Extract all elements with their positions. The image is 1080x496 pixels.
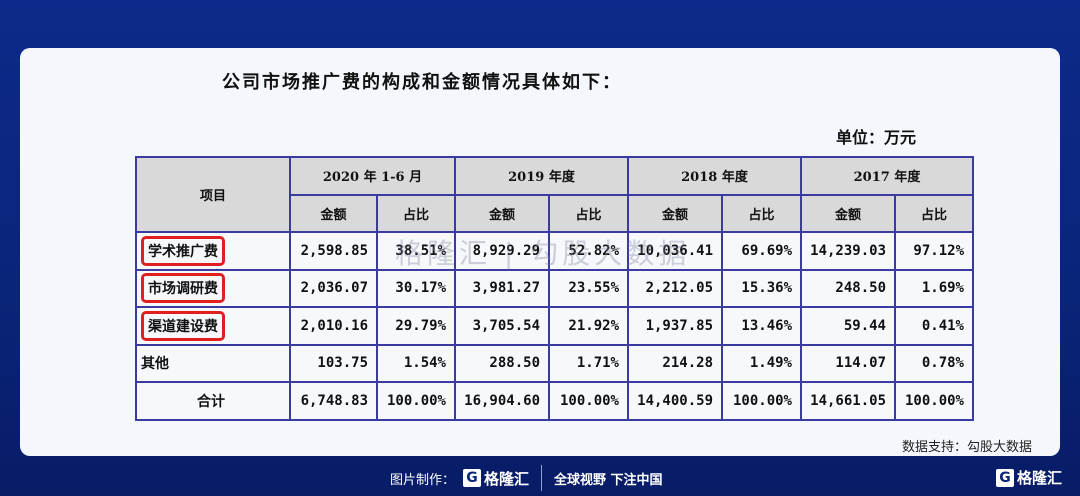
slogan: 全球视野 下注中国 bbox=[554, 472, 663, 488]
amount-cell: 59.44 bbox=[800, 306, 896, 346]
amount-cell: 2,212.05 bbox=[627, 268, 723, 308]
row-label: 渠道建设费 bbox=[135, 306, 291, 346]
amount-cell: 248.50 bbox=[800, 268, 896, 308]
ratio-cell: 100.00% bbox=[376, 381, 456, 421]
amount-header: 金额 bbox=[800, 193, 896, 233]
highlighted-label: 学术推广费 bbox=[141, 235, 225, 266]
highlighted-label: 市场调研费 bbox=[141, 273, 225, 304]
label-text: 合计 bbox=[197, 393, 225, 410]
data-source: 数据支持：勾股大数据 bbox=[902, 440, 1033, 455]
amount-cell: 16,904.60 bbox=[454, 381, 550, 421]
amount-cell: 103.75 bbox=[289, 343, 378, 383]
amount-header: 金额 bbox=[627, 193, 723, 233]
ratio-cell: 100.00% bbox=[721, 381, 802, 421]
ratio-cell: 38.51% bbox=[376, 231, 456, 271]
ratio-cell: 0.78% bbox=[894, 343, 974, 383]
ratio-cell: 1.71% bbox=[548, 343, 629, 383]
ratio-header: 占比 bbox=[376, 193, 456, 233]
page-title: 公司市场推广费的构成和金额情况具体如下： bbox=[222, 72, 622, 93]
row-label: 合计 bbox=[135, 381, 291, 421]
footer: 图片制作： G 格隆汇 全球视野 下注中国 bbox=[390, 465, 663, 491]
table-row: 其他 103.75 1.54% 288.50 1.71% 214.28 1.49% 114.0… bbox=[135, 343, 974, 383]
ratio-header: 占比 bbox=[721, 193, 802, 233]
period-header: 2017 年度 bbox=[800, 156, 974, 196]
period-header: 2020 年 1-6 月 bbox=[289, 156, 456, 196]
period-header: 2018 年度 bbox=[627, 156, 802, 196]
ratio-cell: 29.79% bbox=[376, 306, 456, 346]
ratio-cell: 21.92% bbox=[548, 306, 629, 346]
amount-cell: 2,598.85 bbox=[289, 231, 378, 271]
divider bbox=[541, 465, 543, 491]
ratio-cell: 97.12% bbox=[894, 231, 974, 271]
amount-cell: 1,937.85 bbox=[627, 306, 723, 346]
ratio-cell: 23.55% bbox=[548, 268, 629, 308]
table-row: 合计 6,748.83 100.00% 16,904.60 100.00% 14,400.… bbox=[135, 381, 974, 421]
amount-cell: 10,036.41 bbox=[627, 231, 723, 271]
brand-name: 格隆汇 bbox=[484, 469, 530, 488]
amount-cell: 114.07 bbox=[800, 343, 896, 383]
ratio-cell: 0.41% bbox=[894, 306, 974, 346]
ratio-cell: 30.17% bbox=[376, 268, 456, 308]
logo-icon: G bbox=[995, 468, 1014, 487]
period-header: 2019 年度 bbox=[454, 156, 629, 196]
amount-header: 金额 bbox=[454, 193, 550, 233]
ratio-cell: 1.49% bbox=[721, 343, 802, 383]
table-row: 学术推广费 2,598.85 38.51% 8,929.29 52.82% 10,036.… bbox=[135, 231, 974, 271]
marketing-expense-table: 项目 2020 年 1-6 月 2019 年度 2018 年度 2017 年度 … bbox=[135, 156, 974, 421]
row-label: 市场调研费 bbox=[135, 268, 291, 308]
ratio-cell: 52.82% bbox=[548, 231, 629, 271]
amount-cell: 14,661.05 bbox=[800, 381, 896, 421]
logo-icon: G bbox=[463, 469, 482, 487]
ratio-header: 占比 bbox=[548, 193, 629, 233]
table-row: 市场调研费 2,036.07 30.17% 3,981.27 23.55% 2,212.0… bbox=[135, 268, 974, 308]
ratio-cell: 1.54% bbox=[376, 343, 456, 383]
item-header: 项目 bbox=[135, 156, 291, 233]
amount-cell: 2,010.16 bbox=[289, 306, 378, 346]
table-row: 渠道建设费 2,010.16 29.79% 3,705.54 21.92% 1,937.8… bbox=[135, 306, 974, 346]
row-label: 学术推广费 bbox=[135, 231, 291, 271]
amount-cell: 288.50 bbox=[454, 343, 550, 383]
corner-logo: G 格隆汇 bbox=[995, 467, 1062, 488]
amount-cell: 8,929.29 bbox=[454, 231, 550, 271]
brand-name: 格隆汇 bbox=[1016, 469, 1062, 487]
amount-header: 金额 bbox=[289, 193, 378, 233]
ratio-cell: 1.69% bbox=[894, 268, 974, 308]
ratio-cell: 69.69% bbox=[721, 231, 802, 271]
row-label: 其他 bbox=[135, 343, 291, 383]
amount-cell: 14,239.03 bbox=[800, 231, 896, 271]
amount-cell: 3,981.27 bbox=[454, 268, 550, 308]
label-text: 其他 bbox=[141, 356, 169, 373]
brand-logo: G 格隆汇 bbox=[463, 468, 529, 489]
ratio-cell: 100.00% bbox=[548, 381, 629, 421]
ratio-header: 占比 bbox=[894, 193, 974, 233]
ratio-cell: 15.36% bbox=[721, 268, 802, 308]
made-by-label: 图片制作： bbox=[390, 472, 456, 488]
amount-cell: 6,748.83 bbox=[289, 381, 378, 421]
amount-cell: 2,036.07 bbox=[289, 268, 378, 308]
highlighted-label: 渠道建设费 bbox=[141, 310, 225, 341]
amount-cell: 14,400.59 bbox=[627, 381, 723, 421]
ratio-cell: 13.46% bbox=[721, 306, 802, 346]
ratio-cell: 100.00% bbox=[894, 381, 974, 421]
amount-cell: 3,705.54 bbox=[454, 306, 550, 346]
amount-cell: 214.28 bbox=[627, 343, 723, 383]
unit-label: 单位：万元 bbox=[836, 128, 917, 147]
